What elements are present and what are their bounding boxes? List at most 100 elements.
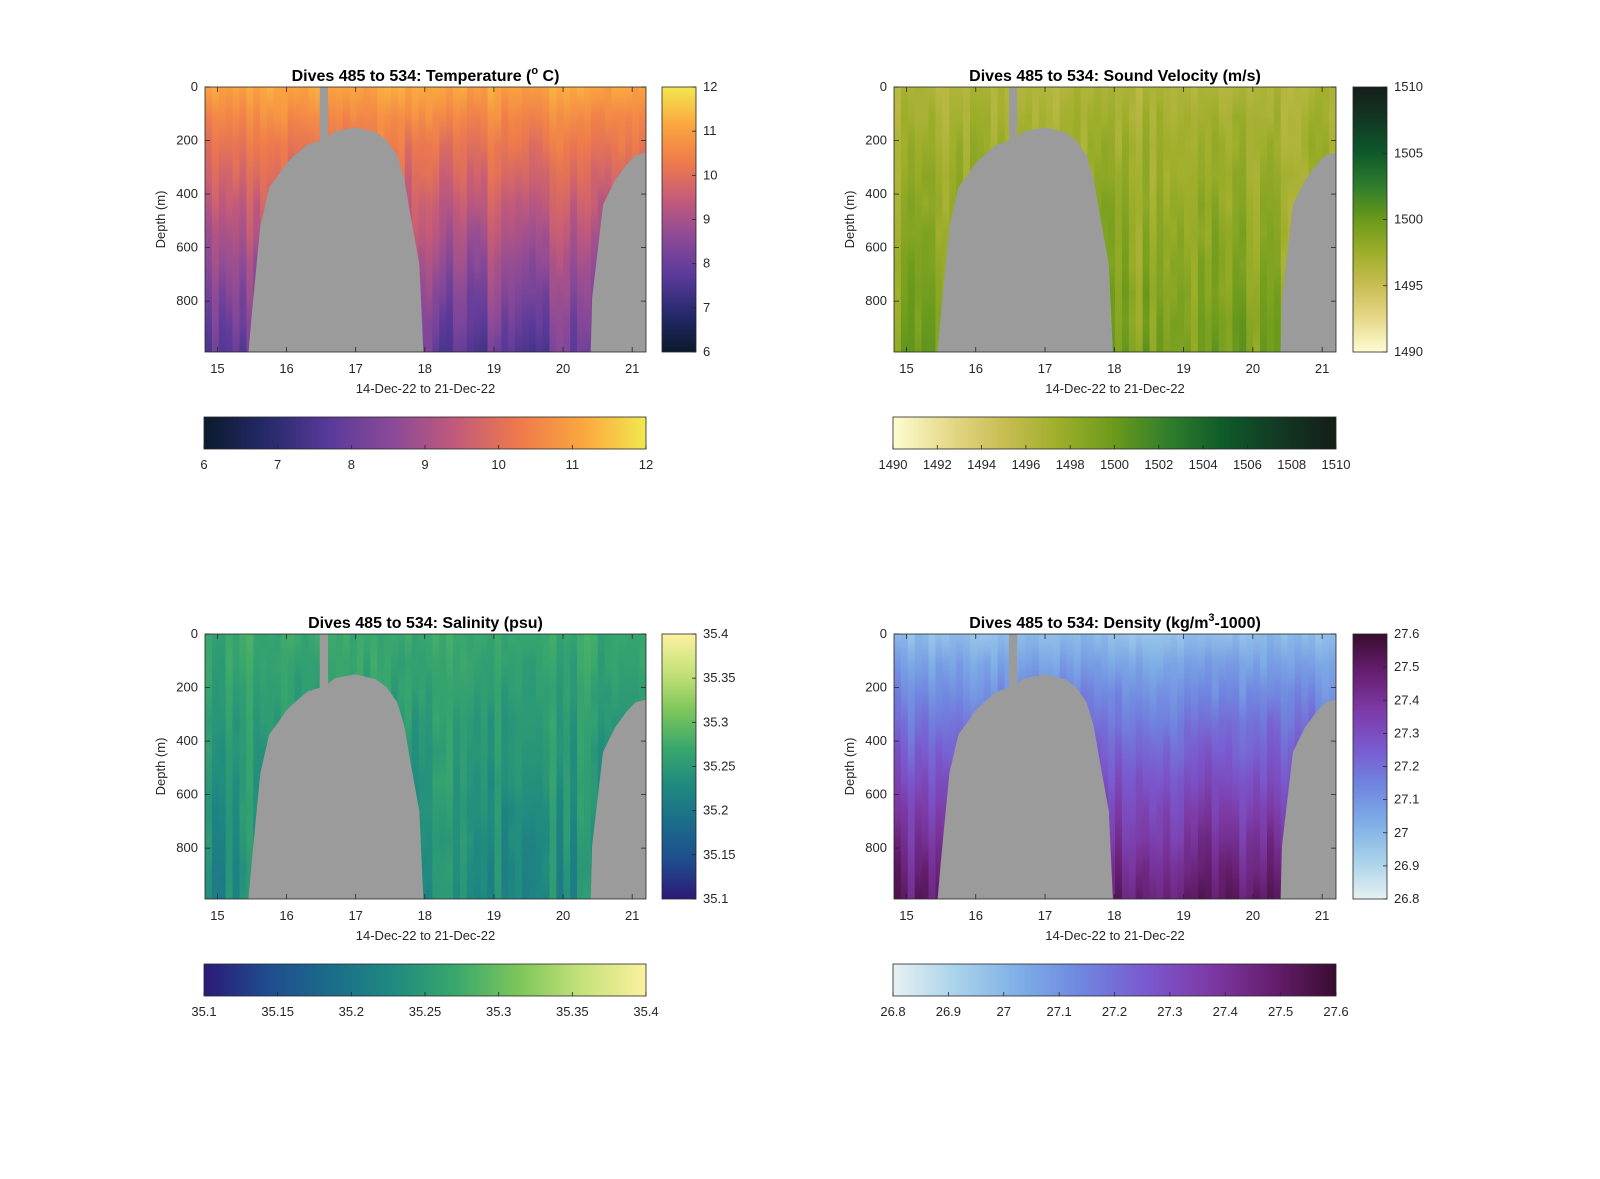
dive-column <box>570 87 578 352</box>
dive-column <box>411 634 420 899</box>
colorbar-tick-label: 9 <box>703 212 710 227</box>
colorbar-tick-label: 8 <box>703 256 710 271</box>
colorbar-tick-label: 27.6 <box>1323 1004 1348 1019</box>
chart-panel-2: Dives 485 to 534: Sound Velocity (m/s) 0 2… <box>842 68 1423 472</box>
dive-column <box>935 87 943 352</box>
dive-column <box>1246 634 1254 899</box>
plot-frame <box>893 86 1337 353</box>
dive-column <box>1211 87 1220 352</box>
y-tick-label: 600 <box>865 787 887 802</box>
x-tick-label: 15 <box>899 361 913 376</box>
x-tick-label: 20 <box>556 361 570 376</box>
dive-column <box>1204 634 1213 899</box>
dive-column <box>521 634 530 899</box>
dive-column <box>1108 87 1116 352</box>
colorbar-tick-label: 1510 <box>1394 79 1423 94</box>
dive-column <box>556 87 564 352</box>
dive-column <box>1280 87 1289 352</box>
colorbar-tick-label: 27.5 <box>1394 659 1419 674</box>
dive-column <box>1177 87 1185 352</box>
dive-column <box>535 87 544 352</box>
seabed-slope <box>1280 699 1336 899</box>
colorbar-tick-label: 27.1 <box>1046 1004 1071 1019</box>
dive-column <box>1246 87 1254 352</box>
dive-column <box>535 634 544 899</box>
colorbar-tick-label: 1510 <box>1322 457 1351 472</box>
dive-column <box>577 87 585 352</box>
y-tick-label: 600 <box>176 787 198 802</box>
chart-panel-1: Dives 485 to 534: Temperature (o C) 0 200 4… <box>153 65 717 472</box>
y-tick-label: 200 <box>176 680 198 695</box>
right-colorbar <box>1352 633 1388 900</box>
colorbar-tick-label: 26.8 <box>1394 891 1419 906</box>
dive-column <box>480 87 489 352</box>
dive-column <box>446 634 454 899</box>
dive-column <box>583 87 592 352</box>
dive-column <box>239 634 247 899</box>
dive-column <box>935 634 943 899</box>
colorbar-tick-label: 1490 <box>879 457 908 472</box>
y-axis-label: Depth (m) <box>153 738 168 796</box>
y-tick-label: 0 <box>880 626 887 641</box>
dive-column <box>453 634 461 899</box>
colorbar-tick-label: 35.25 <box>409 1004 442 1019</box>
dive-column <box>1156 87 1164 352</box>
dive-column <box>425 634 433 899</box>
y-axis-label: Depth (m) <box>842 738 857 796</box>
chart-panel-3: Dives 485 to 534: Salinity (psu) 0 200 400 6… <box>153 615 736 1019</box>
data-field <box>205 634 646 899</box>
dive-column <box>583 634 592 899</box>
x-tick-label: 17 <box>1038 361 1052 376</box>
colorbar-tick-label: 11 <box>566 457 580 472</box>
dive-column <box>1225 634 1234 899</box>
dive-column <box>907 634 916 899</box>
dive-column <box>1115 634 1123 899</box>
colorbar-tick-label: 27 <box>997 1004 1011 1019</box>
dive-column <box>459 634 468 899</box>
dive-column <box>1135 634 1144 899</box>
dive-column <box>466 634 475 899</box>
colorbar-tick-label: 27.4 <box>1213 1004 1238 1019</box>
chart-title: Dives 485 to 534: Density (kg/m3-1000) <box>969 612 1261 632</box>
x-tick-label: 15 <box>210 908 224 923</box>
data-gap <box>1009 87 1018 141</box>
colorbar-tick-label: 35.3 <box>703 714 728 729</box>
x-tick-label: 21 <box>625 361 639 376</box>
colorbar-tick-label: 1495 <box>1394 278 1423 293</box>
colorbar-tick-label: 27.5 <box>1268 1004 1293 1019</box>
dive-column <box>1197 87 1206 352</box>
x-tick-label: 17 <box>1038 908 1052 923</box>
dive-column <box>1163 87 1171 352</box>
dive-column <box>1190 634 1199 899</box>
dive-column <box>218 87 227 352</box>
dive-column <box>1170 634 1178 899</box>
dive-column <box>521 87 530 352</box>
dive-column <box>1156 634 1164 899</box>
dive-column <box>549 634 558 899</box>
colorbar-tick-label: 35.15 <box>261 1004 294 1019</box>
dive-column <box>501 634 509 899</box>
dive-column <box>1225 87 1234 352</box>
y-tick-label: 400 <box>865 186 887 201</box>
x-tick-label: 19 <box>1176 361 1190 376</box>
dive-column <box>900 87 909 352</box>
x-tick-label: 17 <box>348 908 362 923</box>
colorbar-tick-label: 11 <box>703 123 717 138</box>
dive-column <box>515 634 523 899</box>
colorbar-tick-label: 6 <box>703 344 710 359</box>
colorbar-tick-label: 27.2 <box>1102 1004 1127 1019</box>
data-field <box>894 634 1336 899</box>
colorbar-tick-label: 8 <box>348 457 355 472</box>
y-tick-label: 0 <box>880 79 887 94</box>
dive-column <box>508 634 516 899</box>
x-tick-label: 20 <box>1246 908 1260 923</box>
right-colorbar <box>661 86 697 353</box>
colorbar-tick-label: 1490 <box>1394 344 1423 359</box>
bottom-colorbar <box>892 416 1337 450</box>
dive-column <box>439 87 447 352</box>
seabed-ridge <box>248 127 424 352</box>
colorbar-tick-label: 9 <box>421 457 428 472</box>
x-tick-label: 18 <box>418 908 432 923</box>
dive-column <box>1273 87 1282 352</box>
dive-column <box>225 634 234 899</box>
